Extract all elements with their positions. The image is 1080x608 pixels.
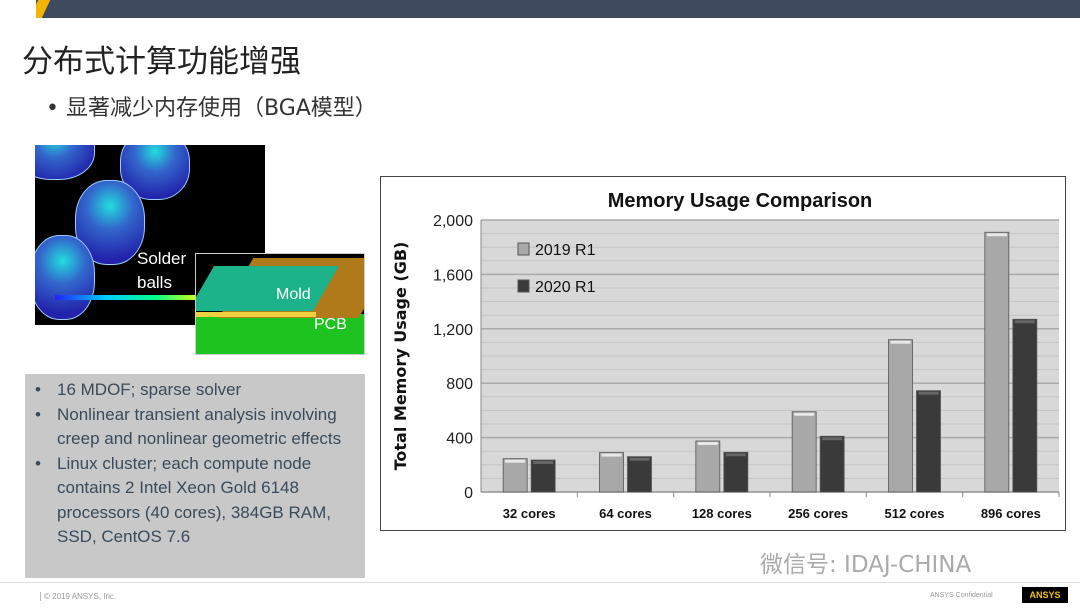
- bar-highlight: [890, 340, 911, 344]
- footer-divider: [0, 582, 1080, 583]
- x-tick-label: 256 cores: [788, 506, 848, 521]
- solder-ball: [120, 145, 190, 200]
- package-model: Mold PCB: [195, 253, 365, 355]
- legend-swatch: [517, 242, 530, 256]
- legend-label: 2019 R1: [535, 242, 596, 259]
- slide-title: 分布式计算功能增强: [22, 44, 301, 80]
- bar-highlight: [986, 233, 1007, 237]
- ansys-logo: ANSYS: [1022, 587, 1068, 603]
- bar-highlight: [918, 391, 939, 395]
- solder-balls-label: Solder balls: [137, 249, 187, 292]
- y-tick-label: 0: [464, 485, 473, 502]
- bar-2020-r1: [723, 451, 749, 493]
- bar-highlight: [1014, 320, 1035, 324]
- spec-item: Linux cluster; each compute node contain…: [31, 452, 359, 550]
- chart-svg: 0 400 800 1,200 1,600 2,000 32 cores 64 cores 12…: [391, 190, 1060, 521]
- bar-highlight: [505, 459, 526, 463]
- chart-title: Memory Usage Comparison: [608, 190, 873, 212]
- spec-box: 16 MDOF; sparse solver Nonlinear transie…: [25, 374, 365, 578]
- watermark: 微信号: IDAJ-CHINA: [760, 552, 972, 578]
- y-tick-label: 1,200: [433, 322, 473, 339]
- bar-2019-r1: [695, 440, 721, 493]
- bullet-text: 显著减少内存使用（BGA模型）: [65, 96, 377, 121]
- bar-2020-r1: [1012, 318, 1038, 493]
- bar-2019-r1: [984, 231, 1010, 493]
- bar-2020-r1: [530, 459, 556, 493]
- bar-2019-r1: [791, 411, 817, 493]
- bar-highlight: [822, 437, 843, 441]
- top-bar-gap: [0, 0, 36, 18]
- y-tick-label: 400: [446, 431, 473, 448]
- y-tick-label: 800: [446, 376, 473, 393]
- slide-bullet: • 显著减少内存使用（BGA模型）: [46, 96, 377, 121]
- bar-2019-r1: [599, 452, 624, 493]
- top-bar: [0, 0, 1080, 18]
- spec-item: 16 MDOF; sparse solver: [31, 378, 359, 403]
- solder-ball: [35, 235, 95, 320]
- x-tick-label: 64 cores: [599, 506, 652, 521]
- spec-item: Nonlinear transient analysis involving c…: [31, 403, 359, 452]
- bar-2020-r1: [916, 390, 941, 493]
- x-tick-label: 32 cores: [503, 506, 556, 521]
- legend-label: 2020 R1: [535, 279, 596, 296]
- mold-label: Mold: [276, 286, 311, 303]
- bar-highlight: [794, 412, 815, 416]
- bar-2019-r1: [888, 339, 913, 493]
- color-scale: [55, 295, 255, 300]
- bga-model-figure: Solder balls Mold PCB: [35, 145, 365, 355]
- solder-layer: [196, 312, 316, 317]
- y-tick-label: 1,600: [433, 267, 473, 284]
- bar-2020-r1: [819, 435, 845, 493]
- y-tick-label: 2,000: [433, 213, 473, 230]
- solder-ball: [35, 145, 95, 180]
- bar-2020-r1: [627, 456, 652, 493]
- legend-swatch: [517, 279, 530, 293]
- pcb-board: [196, 314, 364, 354]
- bar-highlight: [629, 457, 650, 461]
- bar-highlight: [533, 461, 554, 465]
- x-tick-label: 896 cores: [981, 506, 1041, 521]
- bar-highlight: [697, 442, 718, 445]
- copyright: © 2019 ANSYS, Inc.: [40, 592, 116, 601]
- confidential-label: ANSYS Confidential: [930, 592, 993, 599]
- memory-chart: 0 400 800 1,200 1,600 2,000 32 cores 64 cores 12…: [380, 176, 1066, 531]
- x-tick-label: 512 cores: [885, 506, 945, 521]
- solder-ball-simulation: Solder balls: [35, 145, 265, 325]
- pcb-label: PCB: [314, 316, 347, 333]
- x-tick-label: 128 cores: [692, 506, 752, 521]
- bar-2019-r1: [502, 458, 528, 493]
- bar-highlight: [725, 453, 746, 457]
- y-axis-title: Total Memory Usage (GB): [391, 242, 410, 471]
- bar-highlight: [601, 453, 622, 457]
